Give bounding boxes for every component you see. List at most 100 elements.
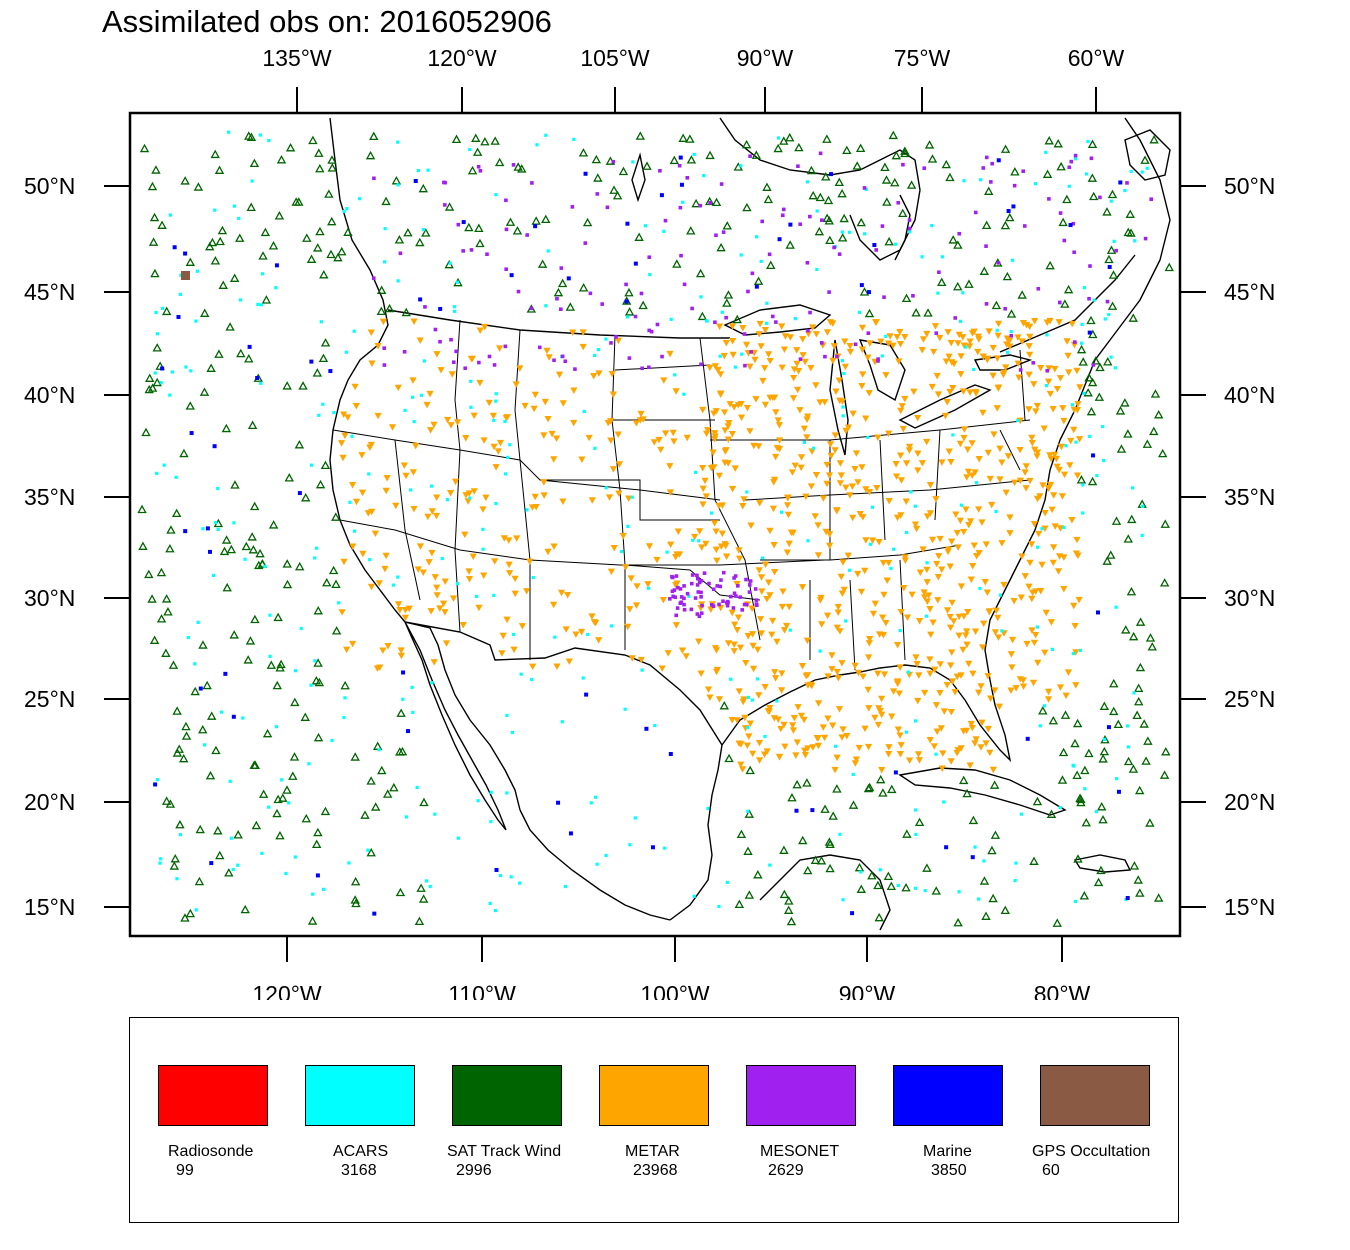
metar-marker <box>628 655 636 662</box>
metar-marker <box>726 401 734 408</box>
metar-marker <box>414 566 422 573</box>
sat-wind-marker <box>1058 217 1068 227</box>
sat-wind-marker <box>979 266 990 275</box>
metar-marker <box>625 495 633 502</box>
metar-marker <box>781 743 789 751</box>
metar-marker <box>798 663 807 670</box>
state-border <box>699 337 761 641</box>
metar-marker <box>960 426 968 433</box>
metar-marker <box>521 402 529 410</box>
acars-marker <box>194 908 198 912</box>
mesonet-marker <box>742 602 747 607</box>
metar-marker <box>854 479 862 486</box>
sat-wind-marker <box>313 243 323 252</box>
metar-marker <box>914 467 922 474</box>
sat-wind-marker <box>248 544 259 554</box>
metar-marker <box>449 595 458 602</box>
sat-wind-marker <box>722 298 732 307</box>
sat-wind-marker <box>582 217 593 227</box>
marine-marker <box>1006 208 1011 213</box>
metar-marker <box>776 437 784 444</box>
metar-marker <box>761 561 770 568</box>
metar-marker <box>789 529 797 537</box>
sat-wind-marker <box>822 213 832 222</box>
metar-marker <box>923 513 932 520</box>
mesonet-marker <box>981 166 986 170</box>
acars-marker <box>673 373 677 377</box>
sat-wind-marker <box>1140 155 1150 164</box>
sat-wind-marker <box>753 276 764 285</box>
acars-marker <box>604 853 608 858</box>
metar-marker <box>968 472 976 480</box>
mesonet-marker <box>1045 368 1050 373</box>
acars-marker <box>729 677 733 681</box>
newfoundland <box>1124 129 1171 181</box>
mesonet-marker <box>525 233 529 237</box>
metar-marker <box>1028 595 1036 603</box>
mesonet-marker <box>463 366 468 371</box>
acars-marker <box>455 280 460 284</box>
sat-wind-marker <box>867 870 877 880</box>
legend-count: 3850 <box>931 1162 967 1179</box>
sat-wind-marker <box>1099 701 1110 710</box>
metar-marker <box>579 329 587 336</box>
sat-wind-marker <box>635 131 646 140</box>
mesonet-marker <box>876 357 880 361</box>
sat-wind-marker <box>282 785 292 794</box>
sat-wind-marker <box>732 314 742 324</box>
metar-marker <box>892 473 901 480</box>
acars-marker <box>452 305 457 309</box>
metar-marker <box>529 663 537 671</box>
sat-wind-marker <box>991 300 1002 310</box>
metar-marker <box>915 672 923 679</box>
acars-marker <box>717 904 721 909</box>
metar-marker <box>864 354 872 361</box>
metar-marker <box>783 549 791 557</box>
sat-wind-marker <box>1123 534 1133 543</box>
lake-winnipeg <box>631 152 646 203</box>
metar-marker <box>513 535 521 542</box>
metar-marker <box>957 371 965 378</box>
metar-marker <box>777 687 786 694</box>
acars-marker <box>241 716 245 720</box>
sat-wind-marker <box>964 279 974 288</box>
mesonet-marker <box>907 226 912 231</box>
metar-marker <box>865 654 873 661</box>
sat-wind-marker <box>697 311 708 321</box>
sat-wind-marker <box>337 246 347 256</box>
metar-marker <box>926 606 934 613</box>
sat-wind-marker <box>1107 189 1118 199</box>
marine-marker <box>788 222 793 227</box>
metar-marker <box>965 660 973 668</box>
metar-marker <box>1033 495 1042 503</box>
acars-marker <box>493 908 498 913</box>
metar-marker <box>555 371 564 379</box>
metar-marker <box>431 574 439 581</box>
acars-marker <box>904 730 908 734</box>
sat-wind-marker <box>634 232 644 241</box>
marine-marker <box>406 729 411 734</box>
james-bay-coast <box>894 194 911 261</box>
sat-wind-marker <box>1116 444 1127 453</box>
metar-marker <box>746 363 754 371</box>
sat-wind-marker <box>981 911 991 920</box>
metar-marker <box>963 641 971 649</box>
sat-wind-marker <box>327 155 337 164</box>
acars-marker <box>1094 810 1098 814</box>
metar-marker <box>882 619 890 627</box>
acars-marker <box>925 561 929 565</box>
acars-marker <box>489 819 493 824</box>
sat-wind-marker <box>751 150 762 159</box>
metar-marker <box>1044 378 1053 386</box>
metar-marker <box>796 407 804 414</box>
mesonet-marker <box>398 251 403 256</box>
metar-marker <box>470 488 478 495</box>
acars-marker <box>892 547 896 551</box>
marine-marker <box>328 369 333 374</box>
metar-marker <box>394 384 402 392</box>
sat-wind-marker <box>145 373 155 382</box>
sat-wind-marker <box>343 227 353 236</box>
sat-wind-marker <box>1128 631 1139 641</box>
metar-marker <box>770 715 778 722</box>
mesonet-marker <box>743 363 747 368</box>
